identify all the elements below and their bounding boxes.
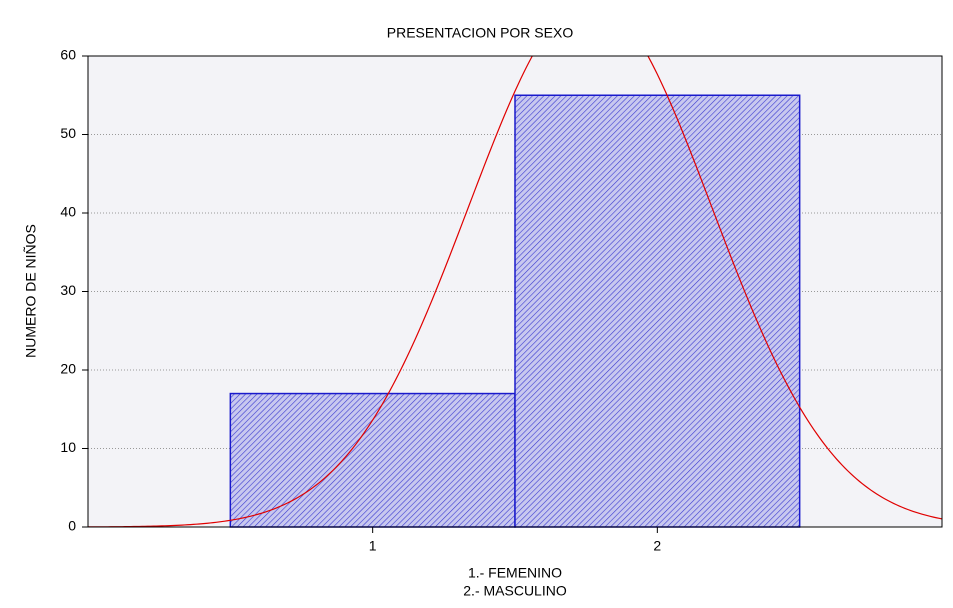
page: {"chart_data": {"type": "histogram", "ti… [0, 0, 953, 608]
chart-title: PRESENTACION POR SEXO [387, 25, 574, 41]
x-tick-label: 1 [369, 538, 377, 554]
y-tick-label: 0 [68, 518, 76, 534]
y-tick-label: 30 [60, 282, 76, 298]
x-tick-label: 2 [653, 538, 661, 554]
y-tick-label: 60 [60, 47, 76, 63]
bar [230, 394, 515, 527]
y-axis-label: NUMERO DE NIÑOS [23, 224, 39, 358]
chart: PRESENTACION POR SEXO NUMERO DE NIÑOS 1.… [0, 0, 953, 608]
x-axis-label: 1.- FEMENINO [468, 565, 562, 581]
x-axis-label: 2.- MASCULINO [463, 583, 567, 599]
y-tick-label: 20 [60, 361, 76, 377]
y-tick-label: 50 [60, 125, 76, 141]
y-tick-label: 10 [60, 439, 76, 455]
y-tick-label: 40 [60, 204, 76, 220]
bar [515, 95, 800, 527]
